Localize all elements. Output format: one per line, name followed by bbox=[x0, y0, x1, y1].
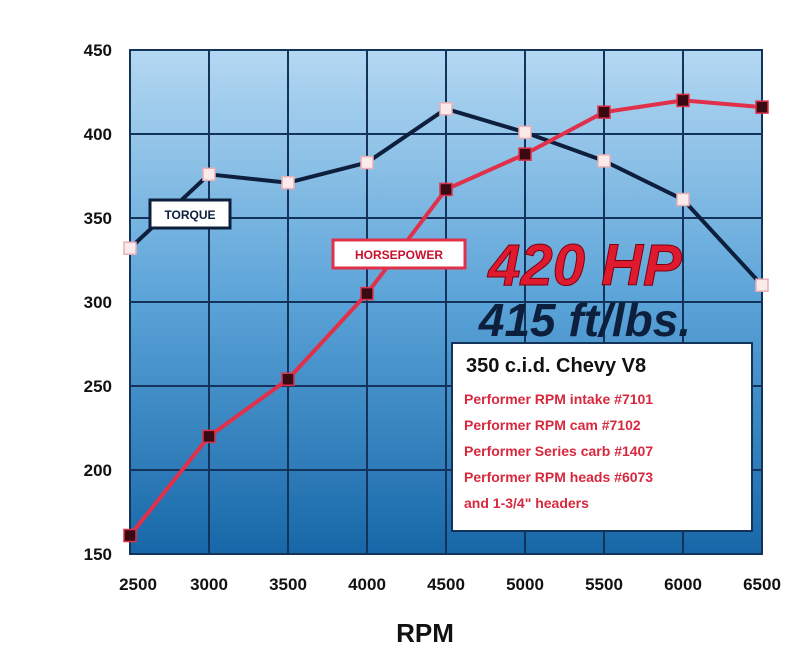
horsepower-point bbox=[202, 429, 216, 444]
horsepower-point bbox=[597, 105, 611, 119]
x-tick-label: 4000 bbox=[348, 575, 386, 594]
horsepower-point bbox=[676, 93, 690, 108]
horsepower-point bbox=[518, 147, 532, 161]
svg-text:TORQUE: TORQUE bbox=[164, 208, 215, 222]
info-box-title: 350 c.i.d. Chevy V8 bbox=[466, 355, 646, 377]
svg-text:HORSEPOWER: HORSEPOWER bbox=[355, 248, 443, 262]
torque-point bbox=[755, 278, 769, 292]
torque-point bbox=[676, 192, 690, 207]
x-tick-label: 3500 bbox=[269, 575, 307, 594]
horsepower-point bbox=[360, 286, 374, 301]
y-tick-label: 450 bbox=[84, 41, 112, 60]
x-tick-label: 5000 bbox=[506, 575, 544, 594]
torque-point bbox=[597, 154, 611, 168]
torque-annotation: 415 ft/lbs. bbox=[478, 294, 691, 346]
info-line: Performer RPM cam #7102 bbox=[464, 417, 641, 433]
torque-point bbox=[123, 241, 137, 255]
horsepower-point bbox=[755, 100, 769, 114]
info-box: 350 c.i.d. Chevy V8 Performer RPM intake… bbox=[451, 342, 753, 532]
y-tick-label: 400 bbox=[84, 125, 112, 144]
horsepower-point bbox=[439, 182, 453, 197]
horsepower-label: HORSEPOWER bbox=[331, 238, 467, 270]
y-tick-label: 200 bbox=[84, 461, 112, 480]
x-tick-label: 6000 bbox=[664, 575, 702, 594]
info-line: Performer RPM heads #6073 bbox=[464, 469, 653, 485]
y-tick-label: 350 bbox=[84, 209, 112, 228]
x-tick-label: 3000 bbox=[190, 575, 228, 594]
y-tick-label: 250 bbox=[84, 377, 112, 396]
info-line: Performer Series carb #1407 bbox=[464, 443, 653, 459]
torque-point bbox=[518, 125, 532, 140]
y-tick-label: 300 bbox=[84, 293, 112, 312]
x-tick-label: 4500 bbox=[427, 575, 465, 594]
x-tick-label: 2500 bbox=[119, 575, 157, 594]
hp-annotation: 420 HP bbox=[487, 233, 682, 298]
torque-point bbox=[281, 175, 295, 190]
info-line: and 1-3/4" headers bbox=[464, 495, 589, 511]
x-tick-label: 5500 bbox=[585, 575, 623, 594]
x-axis-label: RPM bbox=[396, 618, 454, 648]
torque-label: TORQUE bbox=[148, 198, 232, 230]
info-line: Performer RPM intake #7101 bbox=[464, 391, 653, 407]
horsepower-point bbox=[123, 528, 137, 543]
x-tick-label: 6500 bbox=[743, 575, 781, 594]
torque-point bbox=[202, 167, 216, 182]
horsepower-point bbox=[281, 372, 295, 387]
y-tick-label: 150 bbox=[84, 545, 112, 564]
torque-point bbox=[439, 102, 453, 116]
torque-point bbox=[360, 155, 374, 170]
